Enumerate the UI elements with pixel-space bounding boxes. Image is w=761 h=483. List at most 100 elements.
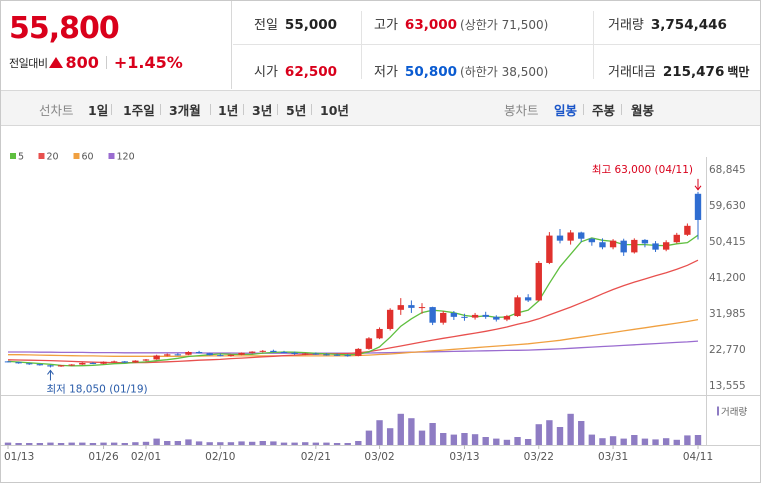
volume-bar <box>609 436 617 445</box>
legend-swatch <box>38 153 45 159</box>
stat-prev-close: 전일 55,000 <box>254 14 337 33</box>
tab-1y[interactable]: 1년 <box>218 103 239 118</box>
candle-body <box>259 350 266 352</box>
chart-tab-bar: 선차트 1일 1주일 3개월 1년 3년 5년 10년 봉차트 일봉 주봉 월봉 <box>1 90 760 126</box>
stat-sub: (상한가 71,500) <box>460 18 549 32</box>
stat-label: 거래량 <box>608 18 644 33</box>
candle-body <box>142 359 150 361</box>
stat-low: 저가 50,800 (하한가 38,500) <box>374 61 548 80</box>
volume-bar <box>142 441 150 445</box>
tab-3m[interactable]: 3개월 <box>169 103 201 118</box>
volume-bar <box>514 437 521 445</box>
candle-body <box>450 312 458 317</box>
volume-bar <box>482 437 489 445</box>
volume-bar <box>408 418 415 445</box>
stat-label: 저가 <box>374 65 398 80</box>
x-tick-label: 02/10 <box>205 451 235 463</box>
candle-body <box>355 348 362 356</box>
down-arrow-icon <box>694 185 702 191</box>
candle-body <box>694 193 702 220</box>
stat-value: 63,000 <box>404 17 458 33</box>
candle-body <box>418 307 426 309</box>
tab-daily[interactable]: 일봉 <box>554 103 578 118</box>
tab-1w[interactable]: 1주일 <box>123 103 155 118</box>
volume-bar <box>588 434 596 445</box>
volume-bar <box>248 441 256 445</box>
volume-bar <box>164 441 171 445</box>
tab-5y[interactable]: 5년 <box>286 103 307 118</box>
tab-weekly[interactable]: 주봉 <box>592 103 616 118</box>
volume-bar <box>79 442 86 445</box>
candle-body <box>652 243 659 250</box>
volume-bar <box>535 424 542 445</box>
volume-bar <box>471 434 479 445</box>
volume-bar <box>503 439 511 445</box>
ma20-line <box>7 259 699 364</box>
tab-1d[interactable]: 1일 <box>88 103 109 118</box>
change-amount: 800 <box>65 53 99 72</box>
change-separator <box>105 56 107 69</box>
stat-trade-value: 거래대금 215,476 백만 <box>608 61 749 80</box>
x-tick-label: 02/01 <box>131 451 161 463</box>
candle-body <box>556 235 564 241</box>
tab-separator <box>243 104 244 115</box>
candlestick-chart: 5 20 60 120 68,845 59,630 50,415 41,200 31,985 2… <box>1 152 760 463</box>
candle-body <box>312 353 320 355</box>
volume-bar <box>546 420 553 445</box>
candle-body <box>323 354 330 356</box>
volume-bar <box>110 442 118 445</box>
x-tick-label: 01/26 <box>88 451 119 463</box>
volume-bar <box>620 438 627 445</box>
volume-bar <box>599 438 606 445</box>
candle-body <box>524 297 532 301</box>
candle-body <box>47 365 54 367</box>
legend-label: 60 <box>82 152 94 163</box>
candle-body <box>185 352 192 355</box>
stat-value: 55,000 <box>284 17 338 33</box>
legend-swatch <box>73 153 80 159</box>
current-price: 55,800 <box>9 11 120 46</box>
volume-bar <box>121 443 128 445</box>
line-chart-label: 선차트 <box>39 103 74 118</box>
candle-body <box>684 225 691 235</box>
candle-body <box>620 240 627 253</box>
volume-bar <box>47 442 54 445</box>
volume-legend-label: 거래량 <box>721 406 747 418</box>
volume-bar <box>206 442 213 445</box>
tab-separator <box>277 104 278 115</box>
candle-body <box>164 354 171 356</box>
stat-value: 215,476 <box>662 64 725 80</box>
tab-3y[interactable]: 3년 <box>252 103 273 118</box>
candle-body <box>514 297 521 317</box>
candle-body <box>26 363 33 365</box>
volume-bar <box>4 442 12 445</box>
y-tick-label: 50,415 <box>709 236 746 248</box>
candle-body <box>599 242 606 248</box>
tab-separator <box>111 104 112 115</box>
tab-separator <box>311 104 312 115</box>
tab-10y[interactable]: 10년 <box>320 103 349 118</box>
candle-body <box>631 239 638 253</box>
tab-monthly[interactable]: 월봉 <box>631 103 655 118</box>
chart-annotations: 최고 63,000 (04/11) 최저 18,050 (01/19) <box>46 164 702 395</box>
stat-high: 고가 63,000 (상한가 71,500) <box>374 14 548 33</box>
candle-body <box>291 352 298 354</box>
candle-body <box>333 354 341 356</box>
x-tick-label: 03/31 <box>598 451 628 463</box>
ma60-line <box>8 318 699 357</box>
candle-body <box>461 316 468 318</box>
stat-sub: (하한가 38,500) <box>460 65 549 79</box>
candle-body <box>440 312 447 323</box>
volume-bar <box>376 420 383 445</box>
stock-summary-header: 55,800 전일대비 800 +1.45% 전일 55,000 고가 63,0… <box>1 1 760 89</box>
candle-body <box>344 355 351 357</box>
volume-bar <box>461 433 468 445</box>
candle-body <box>408 305 415 308</box>
volume-bar <box>153 438 160 445</box>
candle-body <box>546 235 553 263</box>
volume-legend-swatch <box>717 406 719 416</box>
x-tick-label: 02/21 <box>301 451 331 463</box>
legend-swatch <box>10 153 16 159</box>
stat-label: 전일 <box>254 18 278 33</box>
candle-body <box>567 232 574 241</box>
